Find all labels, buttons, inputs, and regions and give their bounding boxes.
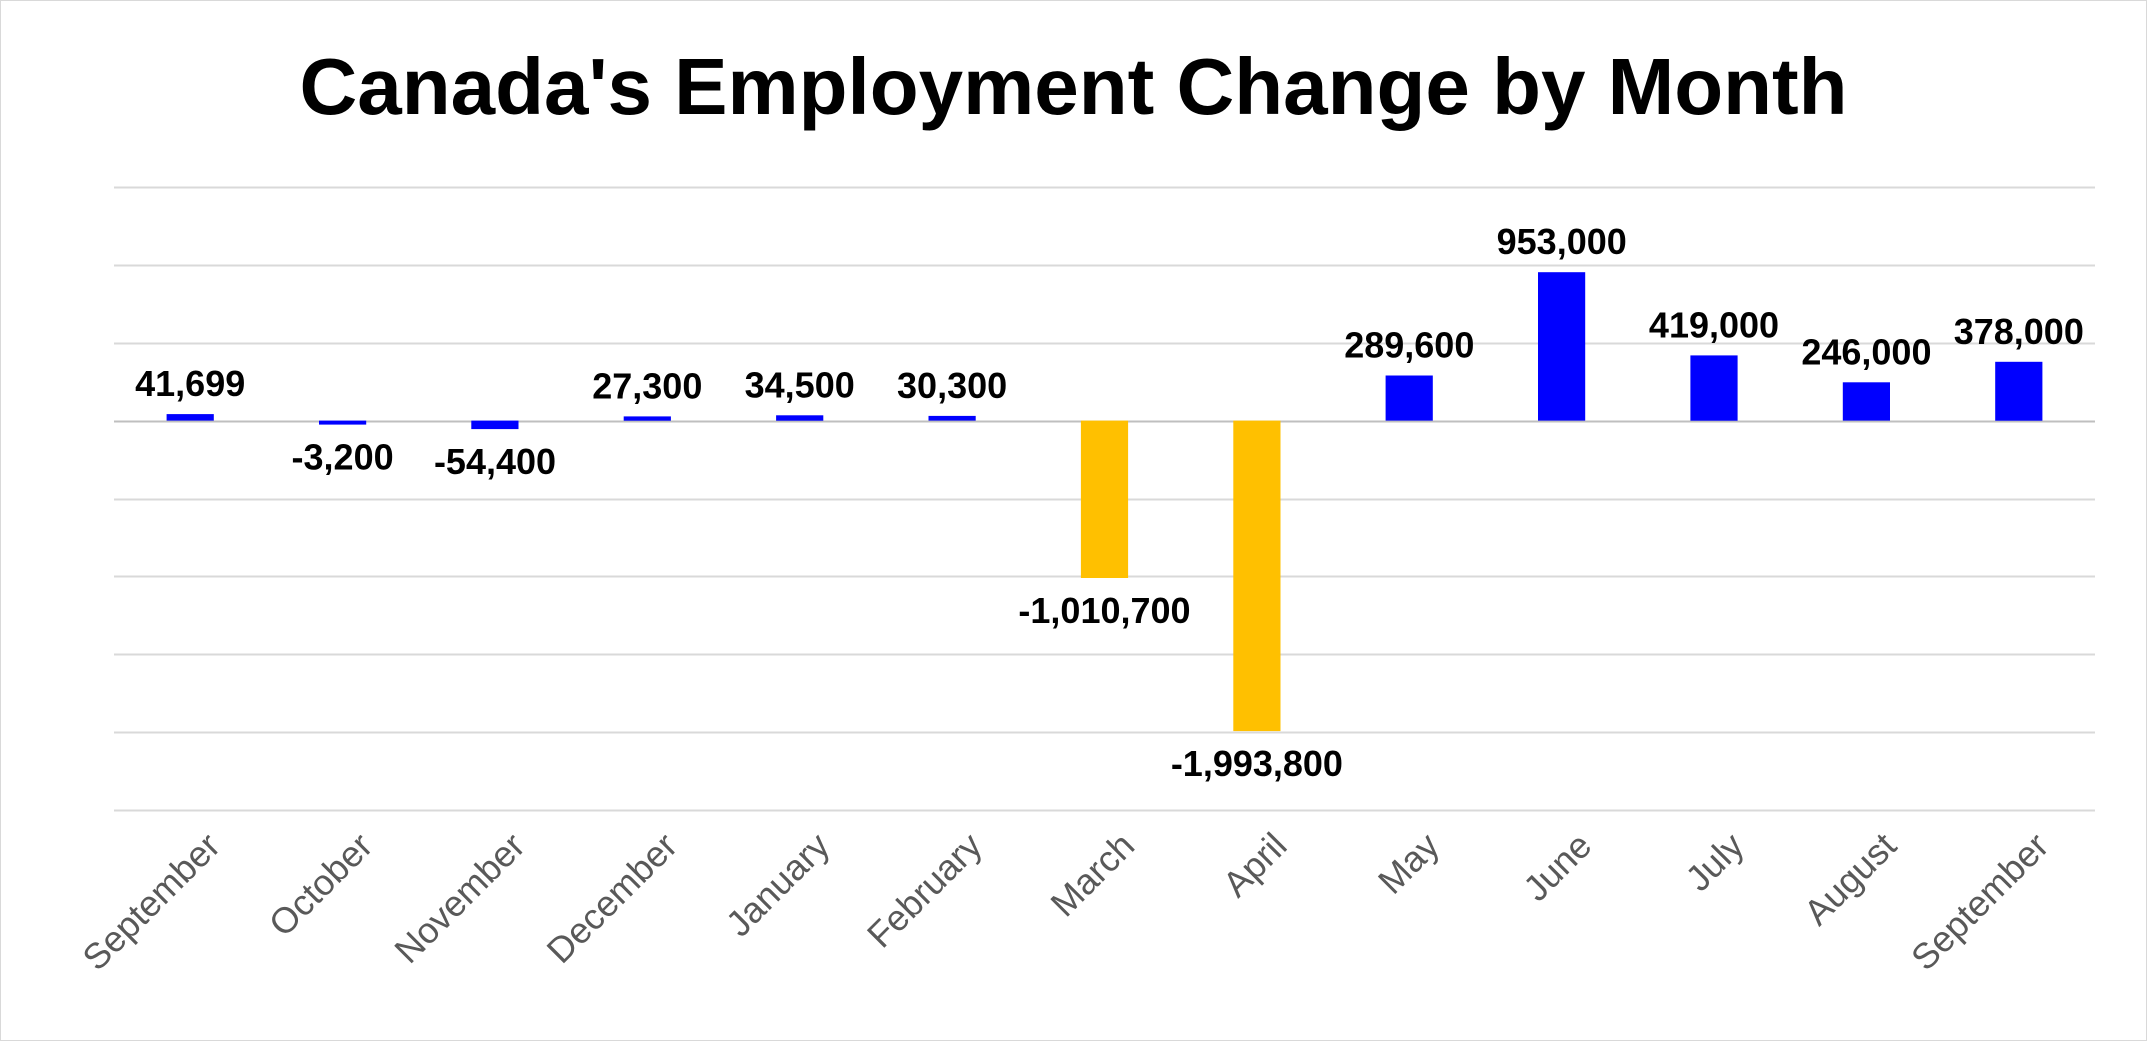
x-tick-label: May [1370, 825, 1447, 902]
x-tick-label: December [539, 825, 685, 971]
x-tick-label: September [74, 825, 228, 979]
x-tick-label: August [1796, 825, 1904, 933]
data-label: -3,200 [292, 437, 394, 478]
x-tick-label: June [1515, 825, 1599, 909]
data-label: 419,000 [1649, 304, 1779, 345]
x-tick-label: March [1042, 825, 1142, 925]
chart-title: Canada's Employment Change by Month [299, 42, 1848, 131]
bar-april-7 [1233, 420, 1281, 732]
bar-january-4 [776, 415, 824, 421]
x-tick-label: November [386, 825, 532, 971]
data-label: -1,010,700 [1018, 590, 1190, 631]
bar-september-12 [1995, 361, 2043, 421]
data-label: 246,000 [1801, 331, 1931, 372]
x-tick-label: July [1677, 825, 1751, 899]
data-label: -54,400 [434, 441, 556, 482]
bar-august-11 [1842, 382, 1890, 421]
data-label: 289,600 [1344, 325, 1474, 366]
x-tick-label: January [718, 825, 838, 945]
x-tick-label: April [1215, 825, 1295, 905]
x-tick-label: October [261, 825, 381, 945]
bar-october-1 [319, 420, 367, 425]
x-tick-label: February [859, 825, 990, 956]
data-label: -1,993,800 [1171, 743, 1343, 784]
bar-may-8 [1385, 375, 1433, 421]
bar-february-5 [928, 415, 976, 421]
bar-july-10 [1690, 355, 1738, 421]
data-label: 27,300 [592, 365, 702, 406]
x-tick-labels: September October November December January F… [74, 825, 2056, 979]
data-label: 953,000 [1497, 221, 1627, 262]
data-label: 34,500 [745, 364, 855, 405]
x-tick-label: September [1903, 825, 2057, 979]
data-labels: 41,699 -3,200 -54,400 27,300 34,500 30,300 -1,… [135, 221, 2084, 784]
data-label: 378,000 [1954, 311, 2084, 352]
bars [166, 272, 2043, 732]
bar-march-6 [1080, 420, 1129, 578]
bar-june-9 [1538, 272, 1586, 421]
bar-september-0 [166, 414, 214, 421]
bar-december-3 [623, 416, 671, 421]
data-label: 41,699 [135, 363, 245, 404]
bar-november-2 [471, 420, 519, 430]
data-label: 30,300 [897, 365, 1007, 406]
